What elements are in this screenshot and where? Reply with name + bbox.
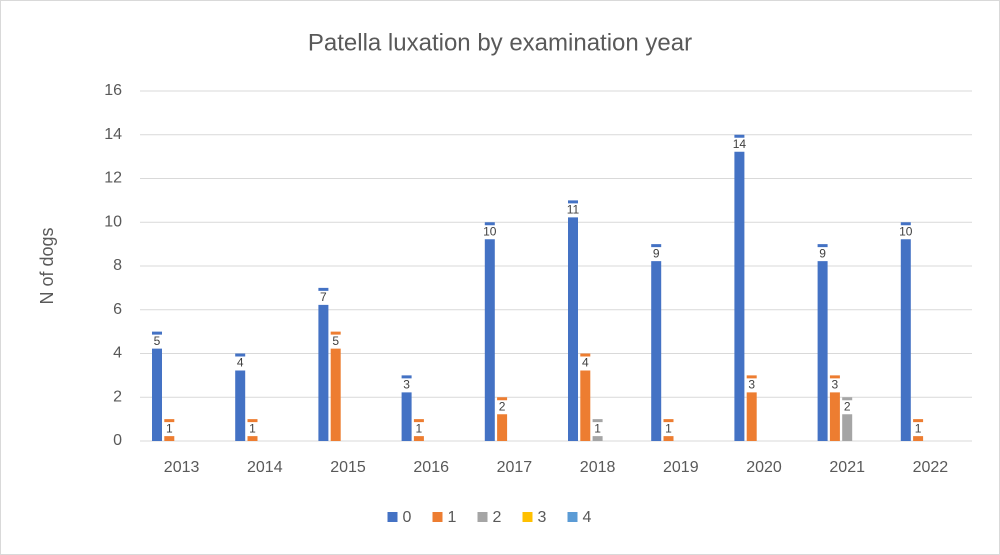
data-label: 1 bbox=[915, 421, 922, 435]
y-tick-label: 8 bbox=[113, 257, 122, 274]
data-label-bg bbox=[912, 422, 925, 437]
data-label-bg bbox=[579, 356, 592, 371]
data-label: 4 bbox=[582, 356, 589, 370]
data-label: 1 bbox=[416, 421, 423, 435]
data-label: 5 bbox=[332, 334, 339, 348]
y-tick-label: 14 bbox=[104, 126, 122, 143]
data-label-bg bbox=[317, 290, 330, 305]
data-label-bg bbox=[650, 247, 663, 262]
bar bbox=[497, 397, 508, 441]
bar bbox=[152, 331, 162, 441]
data-label-bg bbox=[329, 334, 342, 349]
data-label: 10 bbox=[483, 224, 497, 238]
y-tick-label: 6 bbox=[113, 301, 122, 318]
data-label-bg bbox=[733, 137, 746, 152]
legend-label: 2 bbox=[493, 509, 502, 526]
x-tick-label: 2015 bbox=[330, 459, 366, 476]
bar bbox=[484, 222, 495, 441]
bar bbox=[580, 353, 591, 441]
data-label-bg bbox=[151, 334, 163, 349]
data-label-bg bbox=[163, 422, 176, 437]
x-tick-label: 2022 bbox=[913, 459, 949, 476]
y-tick-label: 0 bbox=[113, 432, 122, 449]
bar bbox=[401, 375, 412, 441]
bar bbox=[318, 287, 329, 441]
data-label: 2 bbox=[844, 399, 851, 413]
y-tick-label: 12 bbox=[104, 170, 122, 187]
bar bbox=[817, 244, 828, 441]
data-label: 9 bbox=[653, 246, 660, 260]
data-label: 1 bbox=[665, 421, 672, 435]
legend-swatch bbox=[522, 512, 533, 522]
data-label: 5 bbox=[154, 334, 161, 348]
data-label: 10 bbox=[899, 224, 913, 238]
data-label: 7 bbox=[320, 290, 327, 304]
bar bbox=[746, 375, 757, 441]
legend-label: 1 bbox=[448, 509, 457, 526]
data-label-bg bbox=[496, 400, 509, 415]
y-tick-label: 16 bbox=[104, 82, 122, 99]
data-label: 1 bbox=[166, 421, 173, 435]
bar bbox=[568, 200, 578, 441]
legend-label: 3 bbox=[538, 509, 547, 526]
x-tick-label: 2014 bbox=[247, 459, 283, 476]
legend-swatch bbox=[567, 512, 578, 522]
y-axis-label: N of dogs bbox=[37, 227, 57, 304]
y-tick-label: 2 bbox=[113, 388, 122, 405]
data-label: 3 bbox=[748, 378, 755, 392]
data-label-bg bbox=[816, 247, 829, 262]
bar bbox=[651, 244, 662, 441]
data-label: 9 bbox=[819, 246, 826, 260]
data-label: 4 bbox=[237, 356, 244, 370]
legend-swatch bbox=[432, 512, 443, 522]
x-tick-label: 2013 bbox=[164, 459, 200, 476]
bar bbox=[734, 134, 745, 441]
x-tick-label: 2017 bbox=[497, 459, 533, 476]
data-label-bg bbox=[483, 225, 496, 240]
data-label: 3 bbox=[832, 378, 839, 392]
x-tick-label: 2021 bbox=[829, 459, 865, 476]
y-tick-label: 10 bbox=[104, 213, 122, 230]
data-label-bg bbox=[246, 422, 259, 437]
data-label-bg bbox=[412, 422, 425, 437]
data-label-bg bbox=[400, 378, 413, 393]
x-tick-label: 2020 bbox=[746, 459, 782, 476]
bar bbox=[900, 222, 911, 441]
bar bbox=[235, 353, 246, 441]
legend-label: 4 bbox=[583, 509, 592, 526]
legend-label: 0 bbox=[403, 509, 412, 526]
data-label: 1 bbox=[249, 421, 256, 435]
y-tick-label: 4 bbox=[113, 345, 122, 362]
bar bbox=[829, 375, 840, 441]
data-label-bg bbox=[567, 203, 579, 218]
data-label-bg bbox=[591, 422, 604, 437]
data-label-bg bbox=[899, 225, 912, 240]
data-label-bg bbox=[234, 356, 247, 371]
data-label: 11 bbox=[567, 203, 580, 217]
x-tick-label: 2016 bbox=[413, 459, 449, 476]
data-label: 1 bbox=[594, 421, 601, 435]
chart-title: Patella luxation by examination year bbox=[308, 29, 692, 56]
x-tick-label: 2019 bbox=[663, 459, 699, 476]
data-label-bg bbox=[828, 378, 841, 393]
bar bbox=[330, 331, 341, 441]
data-label: 14 bbox=[733, 137, 747, 151]
legend-swatch bbox=[477, 512, 488, 522]
data-label-bg bbox=[745, 378, 758, 393]
legend-swatch bbox=[387, 512, 398, 522]
bar bbox=[842, 397, 853, 441]
data-label-bg bbox=[841, 400, 854, 415]
data-label-bg bbox=[662, 422, 675, 437]
x-tick-label: 2018 bbox=[580, 459, 616, 476]
data-label: 2 bbox=[499, 399, 506, 413]
data-label: 3 bbox=[403, 378, 410, 392]
